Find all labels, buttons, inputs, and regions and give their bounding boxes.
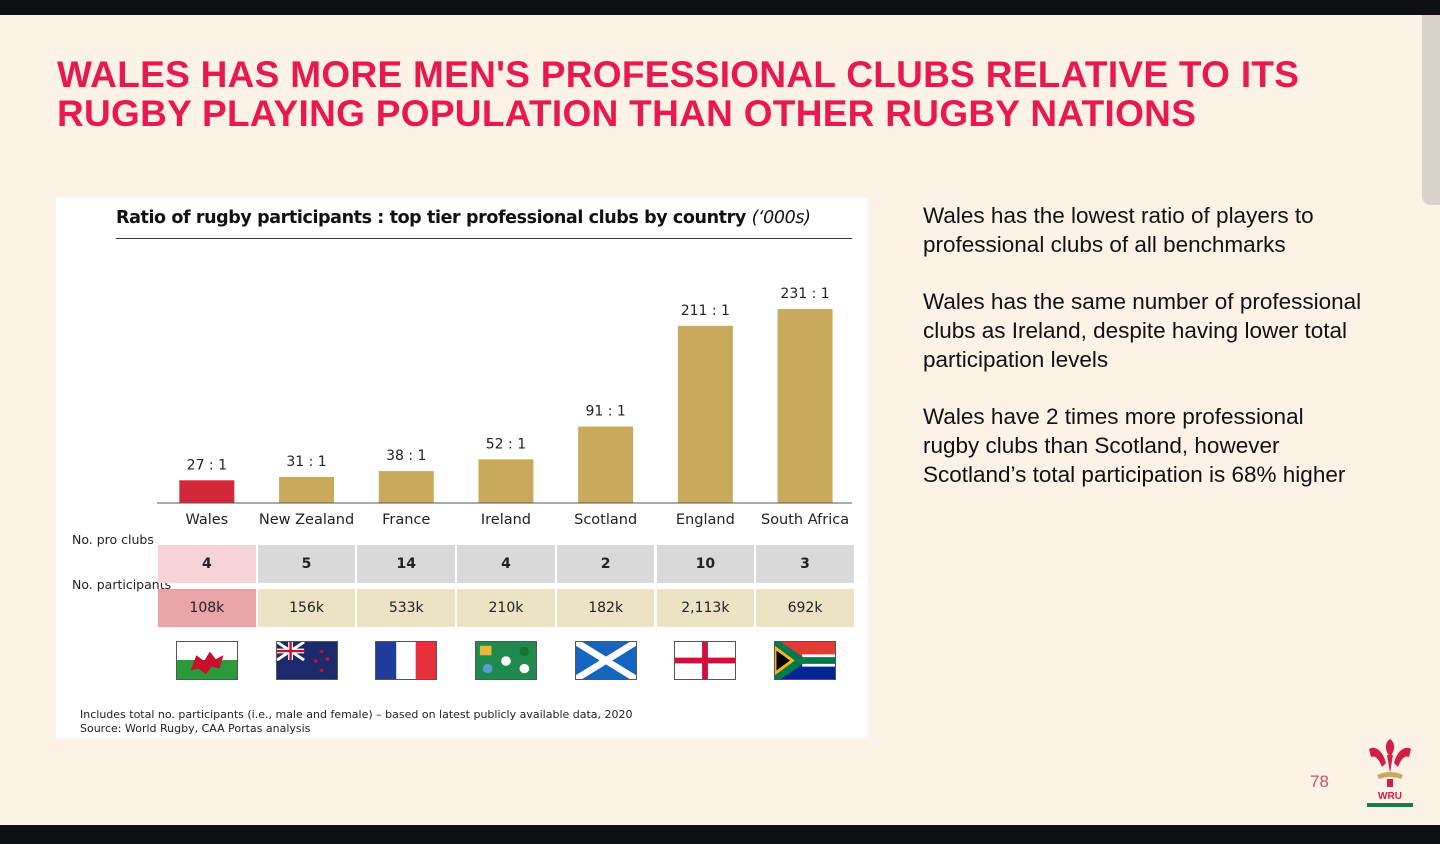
commentary-point: Wales has the same number of professiona…: [923, 289, 1362, 372]
bar-chart: 27 : 1 Wales 31 : 1 New Zealand 38 : 1 France…: [157, 286, 852, 528]
participants-cell: 108k: [158, 589, 256, 627]
participants-cell: 182k: [556, 589, 655, 627]
title-rule: [116, 238, 852, 239]
england-flag: [674, 641, 737, 680]
france-flag: [375, 641, 438, 680]
slide: WALES HAS MORE MEN'S PROFESSIONAL CLUBS …: [0, 15, 1440, 825]
clubs-cell: 5: [257, 545, 356, 583]
participants-cell: 2,113k: [656, 589, 755, 627]
data-label: 91 : 1: [585, 404, 625, 420]
bar-france: [378, 471, 434, 503]
scotland-flag: [574, 641, 637, 680]
participants-cell: 210k: [457, 589, 555, 627]
page-number: 78: [1310, 772, 1329, 791]
source-note: Source: World Rugby, CAA Portas analysis: [80, 722, 311, 735]
chart-title: Ratio of rugby participants : top tier p…: [116, 208, 811, 228]
wru-logo: WRU: [1367, 739, 1413, 807]
svg-text:WRU: WRU: [1378, 791, 1402, 802]
clubs-row-label: No. pro clubs: [72, 532, 154, 547]
scrollbar[interactable]: [1422, 15, 1440, 205]
wales-flag: [175, 641, 238, 680]
participants-row-label: No. participants: [72, 577, 172, 592]
bar-south-africa: [777, 309, 833, 503]
data-label: 52 : 1: [486, 436, 526, 452]
clubs-cell: 14: [357, 545, 456, 583]
data-label: 38 : 1: [386, 448, 426, 464]
ireland-rugby-flag: [474, 641, 537, 680]
bar-scotland: [578, 426, 634, 503]
participants-cell: 692k: [756, 589, 854, 627]
category-label: Scotland: [574, 512, 637, 528]
chart-title-text: Ratio of rugby participants : top tier p…: [116, 208, 746, 228]
bar-new-zealand: [279, 476, 335, 503]
data-label: 31 : 1: [286, 454, 326, 470]
footnote: Includes total no. participants (i.e., m…: [80, 708, 633, 721]
bar-ireland: [478, 459, 534, 503]
new-zealand-flag: [275, 641, 338, 680]
category-label: New Zealand: [259, 512, 354, 528]
clubs-cell: 2: [556, 545, 655, 583]
data-label: 231 : 1: [780, 286, 829, 302]
commentary-point: Wales has the lowest ratio of players to…: [923, 203, 1314, 257]
category-label: Ireland: [481, 512, 531, 528]
south-africa-flag: [774, 641, 837, 680]
participants-cell: 156k: [257, 589, 356, 627]
category-label: Wales: [185, 512, 228, 528]
commentary: Wales has the lowest ratio of players to…: [923, 201, 1363, 517]
category-label: France: [382, 512, 430, 528]
data-label: 27 : 1: [187, 457, 227, 473]
bar-wales: [179, 480, 235, 503]
chart-panel: Ratio of rugby participants : top tier p…: [56, 198, 868, 738]
clubs-cell: 10: [656, 545, 755, 583]
category-label: England: [676, 512, 735, 528]
clubs-cell: 4: [158, 545, 256, 583]
bar-england: [677, 325, 733, 503]
data-label: 211 : 1: [681, 303, 730, 319]
chart-title-unit: (‘000s): [751, 208, 811, 228]
clubs-cell: 4: [457, 545, 555, 583]
slide-title: WALES HAS MORE MEN'S PROFESSIONAL CLUBS …: [57, 54, 1300, 134]
participants-cell: 533k: [357, 589, 456, 627]
category-label: South Africa: [761, 512, 849, 528]
clubs-cell: 3: [756, 545, 854, 583]
commentary-point: Wales have 2 times more professional rug…: [923, 404, 1346, 487]
